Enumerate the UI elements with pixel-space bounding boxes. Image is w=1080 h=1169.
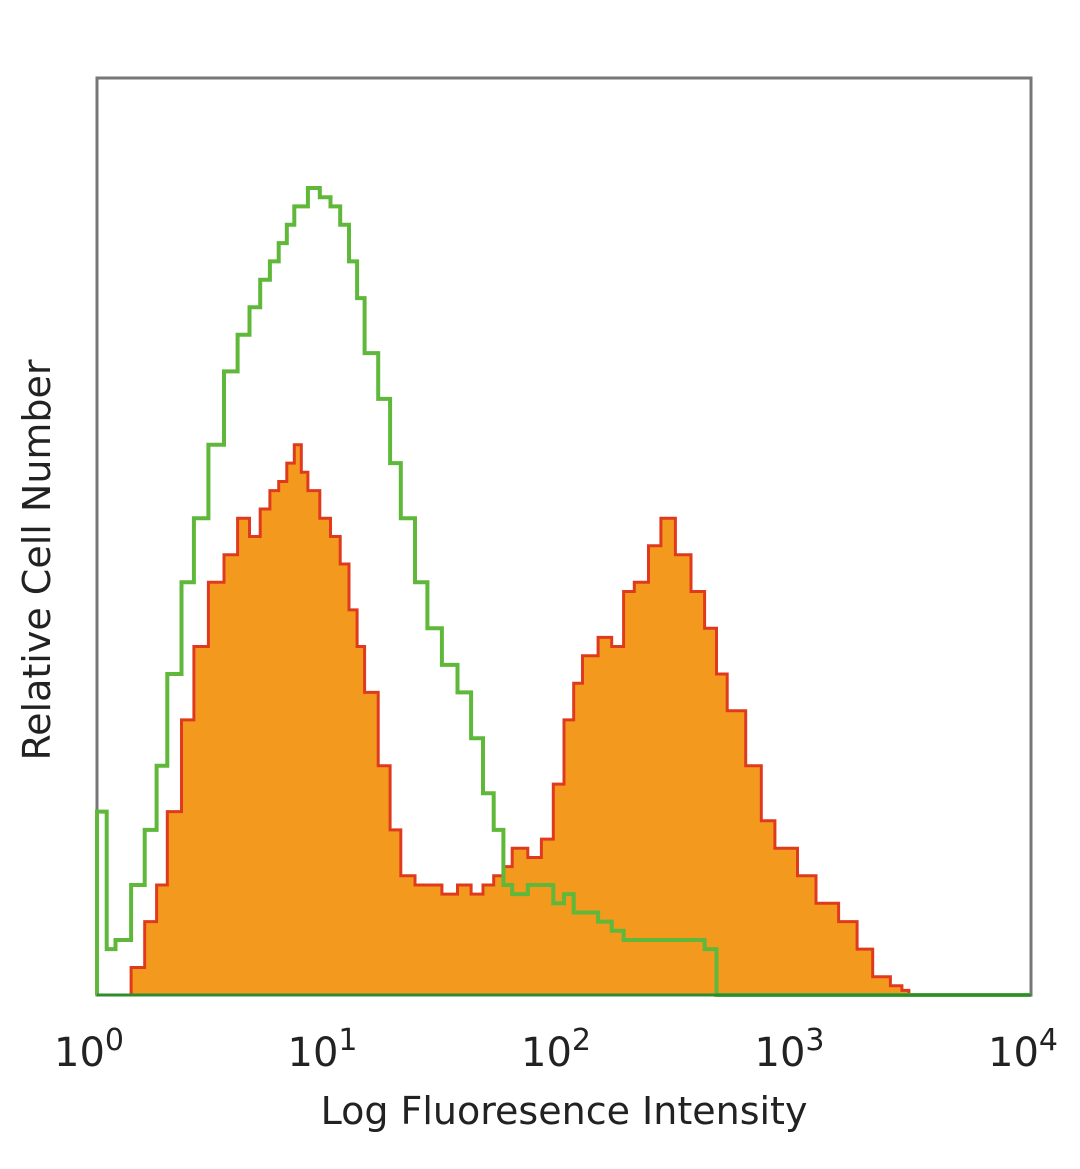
series-outline-histogram: [95, 186, 1031, 997]
series-filled-histogram: [97, 443, 1031, 997]
x-axis-title: Log Fluoresence Intensity: [321, 1089, 808, 1133]
x-tick-label: 101: [288, 1023, 358, 1076]
x-tick-labels: 100 101 102 103 104: [54, 1023, 1058, 1076]
x-tick-label: 102: [521, 1023, 591, 1076]
y-axis-title: Relative Cell Number: [15, 359, 59, 760]
series-layer: [95, 186, 1031, 997]
x-tick-label: 103: [755, 1023, 825, 1076]
x-tick-label: 104: [988, 1023, 1058, 1076]
x-tick-label: 100: [54, 1023, 124, 1076]
